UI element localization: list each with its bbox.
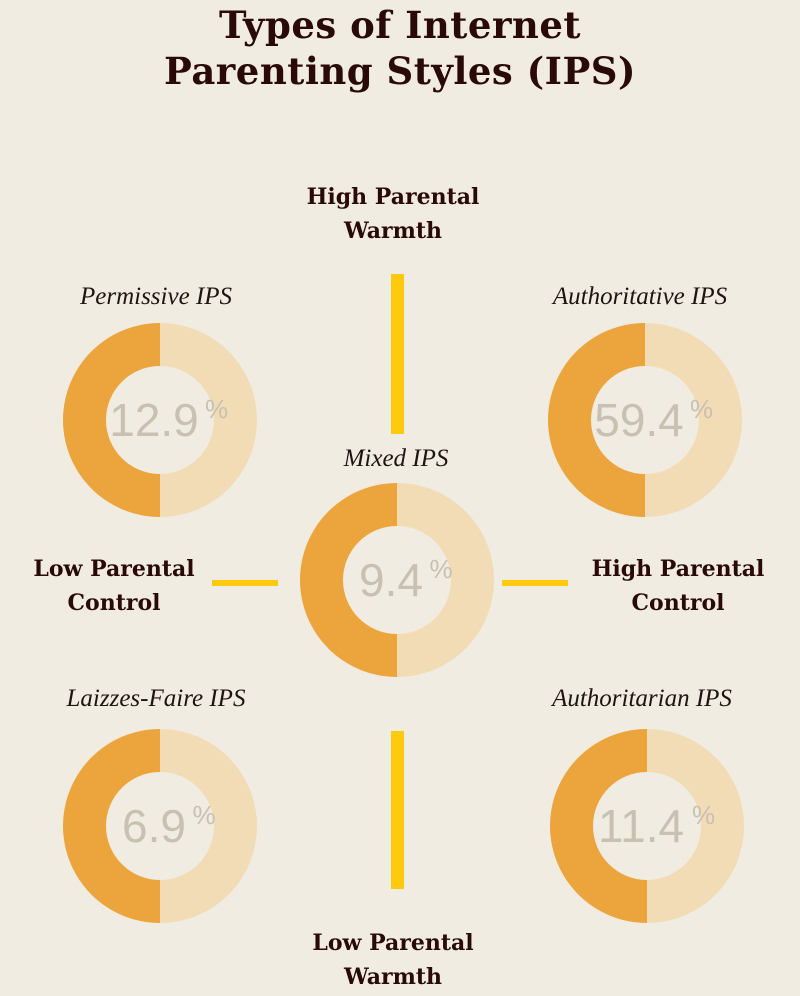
donut-svg: 9.4% <box>300 483 494 677</box>
percent-value: 11.4 <box>598 800 684 852</box>
donut-authoritative: 59.4% <box>547 322 743 518</box>
percent-value: 12.9 <box>109 394 199 446</box>
authoritarian-label: Authoritarian IPS <box>552 685 732 712</box>
donut-svg: 6.9% <box>63 729 257 923</box>
warmth-axis-bar-bottom <box>391 731 404 889</box>
percent-sign: % <box>430 554 453 584</box>
donut-authoritarian: 11.4% <box>549 728 745 924</box>
title-line-2: Parenting Styles (IPS) <box>163 49 637 93</box>
title-line-1: Types of Internet <box>219 3 581 47</box>
percent-value: 59.4 <box>594 394 684 446</box>
donut-hole <box>106 366 214 474</box>
low-control-label: Low Parental Control <box>33 556 195 616</box>
percent-sign: % <box>193 800 216 830</box>
percent-value: 6.9 <box>122 800 186 852</box>
mixed-label: Mixed IPS <box>343 445 449 472</box>
high-warmth-label: High Parental Warmth <box>306 184 480 244</box>
donut-hole <box>593 772 701 880</box>
laizzes-faire-label: Laizzes-Faire IPS <box>66 685 246 712</box>
authoritative-label: Authoritative IPS <box>552 283 728 310</box>
control-axis-bar-right <box>502 580 568 586</box>
percent-sign: % <box>690 394 713 424</box>
percent-sign: % <box>205 394 228 424</box>
percent-sign: % <box>692 800 715 830</box>
permissive-label: Permissive IPS <box>79 283 233 310</box>
donut-hole <box>591 366 699 474</box>
donut-hole <box>343 526 451 634</box>
control-axis-bar-left <box>212 580 278 586</box>
high-control-label: High Parental Control <box>591 556 765 616</box>
donut-svg: 11.4% <box>550 729 744 923</box>
donut-laizzes-faire: 6.9% <box>62 728 258 924</box>
donut-hole <box>106 772 214 880</box>
percent-value: 9.4 <box>359 554 423 606</box>
warmth-axis-bar-top <box>391 274 404 434</box>
donut-svg: 12.9% <box>63 323 257 517</box>
low-warmth-label: Low Parental Warmth <box>312 930 474 990</box>
donut-svg: 59.4% <box>548 323 742 517</box>
donut-mixed: 9.4% <box>299 482 495 678</box>
page-title: Types of Internet Parenting Styles (IPS) <box>0 2 800 94</box>
donut-permissive: 12.9% <box>62 322 258 518</box>
